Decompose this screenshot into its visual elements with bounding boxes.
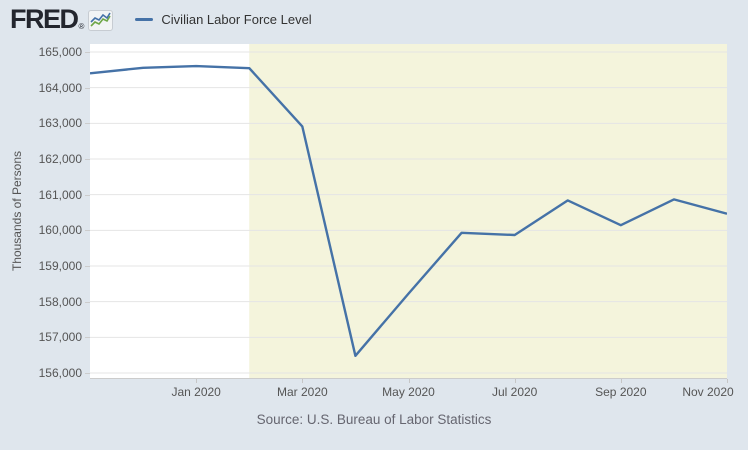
y-tick-mark [85,230,90,232]
chart-header: FRED ® Civilian Labor Force Level [0,0,748,38]
y-tick-mark [85,337,90,339]
x-tick-mark [196,379,198,383]
series-label: Civilian Labor Force Level [161,11,312,27]
x-tick-label: Jul 2020 [491,385,538,399]
y-tick-mark [85,123,90,125]
data-series-line [90,64,727,357]
y-tick-label: 163,000 [38,116,82,131]
x-tick-mark [514,379,516,383]
y-tick-mark [85,266,90,267]
y-tick-label: 165,000 [38,45,82,59]
y-tick-label: 159,000 [38,259,82,273]
x-tick-label: Mar 2020 [276,385,328,399]
y-tick-label: 162,000 [38,152,82,166]
x-tick-label: Sep 2020 [595,385,647,399]
fred-logo-text: FRED [10,3,79,34]
y-tick-mark [85,194,90,196]
x-tick-mark [408,379,410,383]
y-tick-mark [85,87,90,89]
series-line-swatch [135,17,154,21]
x-tick-mark [620,379,622,383]
y-tick-label: 157,000 [38,330,82,345]
y-tick-mark [85,301,90,303]
y-tick-label: 156,000 [38,366,82,380]
y-tick-mark [85,159,90,160]
registered-mark: ® [78,21,85,31]
y-tick-mark [85,52,90,53]
x-tick-label: Jan 2020 [171,385,221,399]
sparkline-chart-icon [88,9,114,31]
y-tick-label: 158,000 [38,294,82,309]
source-note: Source: U.S. Bureau of Labor Statistics [256,412,492,427]
y-tick-mark [85,373,90,374]
x-tick-mark [302,379,304,383]
y-axis-title: Thousands of Persons [10,150,24,272]
x-tick-mark [727,379,728,383]
x-tick-label: May 2020 [382,385,435,399]
x-tick-label: Nov 2020 [682,385,734,399]
line-chart-canvas [90,44,727,378]
y-tick-label: 160,000 [38,223,82,238]
y-tick-label: 164,000 [38,80,82,95]
plot-area[interactable] [90,44,727,379]
legend-item[interactable]: Civilian Labor Force Level [135,11,312,27]
y-tick-label: 161,000 [38,187,82,202]
fred-logo[interactable]: FRED ® [10,3,114,34]
